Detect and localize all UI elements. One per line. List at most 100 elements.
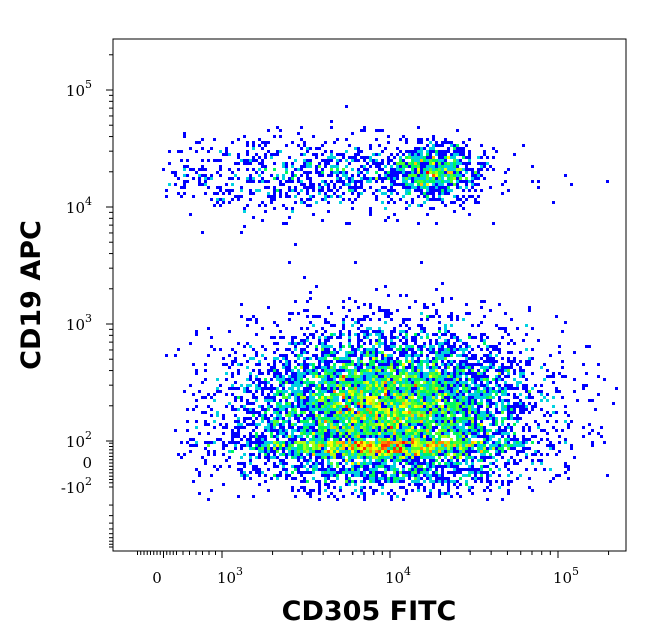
density-bin — [429, 441, 432, 444]
density-bin — [237, 396, 240, 399]
density-bin — [369, 417, 372, 420]
density-bin — [348, 480, 351, 483]
density-bin — [321, 345, 324, 348]
density-bin — [414, 156, 417, 159]
density-bin — [300, 375, 303, 378]
density-bin — [408, 150, 411, 153]
density-bin — [297, 312, 300, 315]
density-bin — [486, 399, 489, 402]
density-bin — [477, 360, 480, 363]
density-bin — [390, 477, 393, 480]
density-bin — [375, 153, 378, 156]
density-bin — [285, 369, 288, 372]
density-bin — [264, 444, 267, 447]
density-bin — [303, 363, 306, 366]
density-bin — [348, 453, 351, 456]
density-bin — [522, 447, 525, 450]
density-bin — [291, 432, 294, 435]
density-bin — [291, 477, 294, 480]
density-bin — [390, 447, 393, 450]
density-bin — [279, 426, 282, 429]
density-bin — [375, 390, 378, 393]
density-bin — [417, 171, 420, 174]
density-bin — [285, 447, 288, 450]
density-bin — [552, 444, 555, 447]
density-bin — [429, 339, 432, 342]
density-bin — [360, 192, 363, 195]
density-bin — [201, 231, 204, 234]
density-bin — [405, 432, 408, 435]
density-bin — [450, 183, 453, 186]
density-bin — [360, 408, 363, 411]
density-bin — [306, 381, 309, 384]
density-bin — [444, 411, 447, 414]
density-bin — [300, 453, 303, 456]
density-bin — [375, 456, 378, 459]
density-bin — [501, 336, 504, 339]
density-bin — [198, 471, 201, 474]
density-bin — [426, 471, 429, 474]
density-bin — [435, 399, 438, 402]
density-bin — [411, 456, 414, 459]
density-bin — [351, 435, 354, 438]
density-bin — [471, 174, 474, 177]
density-bin — [378, 387, 381, 390]
density-bin — [375, 375, 378, 378]
density-bin — [393, 420, 396, 423]
density-bin — [429, 495, 432, 498]
density-bin — [408, 186, 411, 189]
density-bin — [459, 426, 462, 429]
density-bin — [402, 153, 405, 156]
density-bin — [294, 186, 297, 189]
density-bin — [408, 366, 411, 369]
density-bin — [423, 390, 426, 393]
density-bin — [441, 450, 444, 453]
density-bin — [396, 477, 399, 480]
density-bin — [198, 183, 201, 186]
density-bin — [342, 321, 345, 324]
density-bin — [465, 414, 468, 417]
density-bin — [189, 147, 192, 150]
density-bin — [504, 171, 507, 174]
density-bin — [432, 144, 435, 147]
density-bin — [222, 153, 225, 156]
density-bin — [288, 453, 291, 456]
density-bin — [306, 399, 309, 402]
density-bin — [429, 456, 432, 459]
density-bin — [462, 318, 465, 321]
density-bin — [396, 480, 399, 483]
density-bin — [267, 387, 270, 390]
density-bin — [321, 459, 324, 462]
density-bin — [429, 162, 432, 165]
density-bin — [360, 441, 363, 444]
density-bin — [462, 417, 465, 420]
density-bin — [465, 399, 468, 402]
density-bin — [483, 396, 486, 399]
density-bin — [420, 192, 423, 195]
density-bin — [246, 474, 249, 477]
density-bin — [306, 336, 309, 339]
density-bin — [357, 306, 360, 309]
density-bin — [492, 390, 495, 393]
density-bin — [393, 201, 396, 204]
density-bin — [420, 441, 423, 444]
density-bin — [498, 411, 501, 414]
density-bin — [381, 477, 384, 480]
density-bin — [369, 429, 372, 432]
density-bin — [408, 183, 411, 186]
density-bin — [258, 384, 261, 387]
density-bin — [441, 363, 444, 366]
density-bin — [498, 366, 501, 369]
density-bin — [444, 426, 447, 429]
density-bin — [234, 162, 237, 165]
density-bin — [204, 363, 207, 366]
density-bin — [324, 480, 327, 483]
density-bin — [297, 429, 300, 432]
density-bin — [336, 426, 339, 429]
density-bin — [450, 471, 453, 474]
density-bin — [417, 168, 420, 171]
density-bin — [276, 420, 279, 423]
density-bin — [297, 402, 300, 405]
density-bin — [441, 189, 444, 192]
density-bin — [417, 324, 420, 327]
